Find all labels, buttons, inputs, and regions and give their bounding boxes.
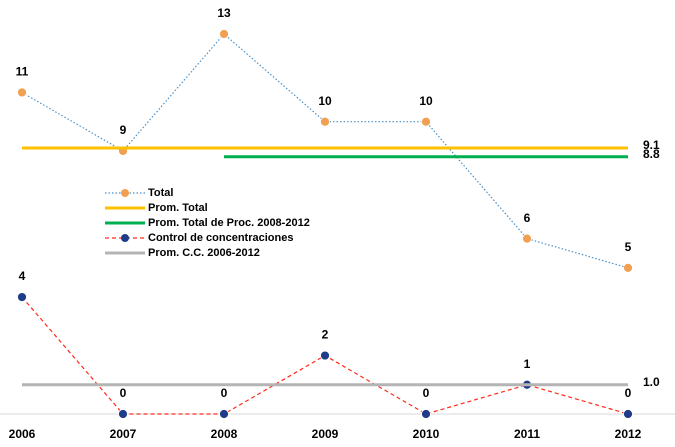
x-tick-label: 2007 <box>110 427 137 441</box>
marker <box>320 350 330 361</box>
data-label: 4 <box>19 269 26 283</box>
data-label: 0 <box>120 386 127 400</box>
marker <box>320 116 330 127</box>
marker <box>17 292 27 302</box>
marker <box>118 409 128 419</box>
data-label: 0 <box>221 386 228 400</box>
data-label: 1 <box>524 357 531 371</box>
data-label: 1.0 <box>643 375 660 389</box>
legend-marker <box>121 189 129 197</box>
x-tick-label: 2008 <box>211 427 238 441</box>
legend-label: Prom. C.C. 2006-2012 <box>148 247 260 259</box>
x-tick-label: 2006 <box>9 427 36 441</box>
data-label: 10 <box>318 94 332 108</box>
marker <box>421 409 431 419</box>
marker <box>219 29 229 39</box>
data-label: 6 <box>524 211 531 225</box>
legend-label: Prom. Total <box>148 202 208 214</box>
marker <box>623 409 633 419</box>
legend-label: Total <box>148 187 173 199</box>
data-label: 11 <box>16 65 29 79</box>
x-tick-label: 2010 <box>413 427 440 441</box>
legend-marker <box>121 234 129 242</box>
marker <box>17 87 27 98</box>
x-tick-label: 2011 <box>514 427 540 441</box>
data-label: 9.1 <box>643 138 660 152</box>
data-label: 9 <box>120 123 127 137</box>
data-label: 10 <box>419 94 433 108</box>
data-label: 0 <box>625 386 632 400</box>
legend-label: Control de concentraciones <box>148 232 293 244</box>
data-label: 8.8 <box>643 147 660 161</box>
data-label: 13 <box>217 6 231 20</box>
data-label: 0 <box>423 386 430 400</box>
data-label: 2 <box>322 328 329 342</box>
marker <box>421 116 431 127</box>
marker <box>219 409 229 419</box>
series-line <box>21 33 629 269</box>
marker <box>623 262 633 273</box>
legend-label: Prom. Total de Proc. 2008-2012 <box>148 217 310 229</box>
marker <box>522 233 532 244</box>
x-tick-label: 2009 <box>312 427 339 441</box>
x-tick-label: 2012 <box>615 427 642 441</box>
data-label: 5 <box>625 240 632 254</box>
